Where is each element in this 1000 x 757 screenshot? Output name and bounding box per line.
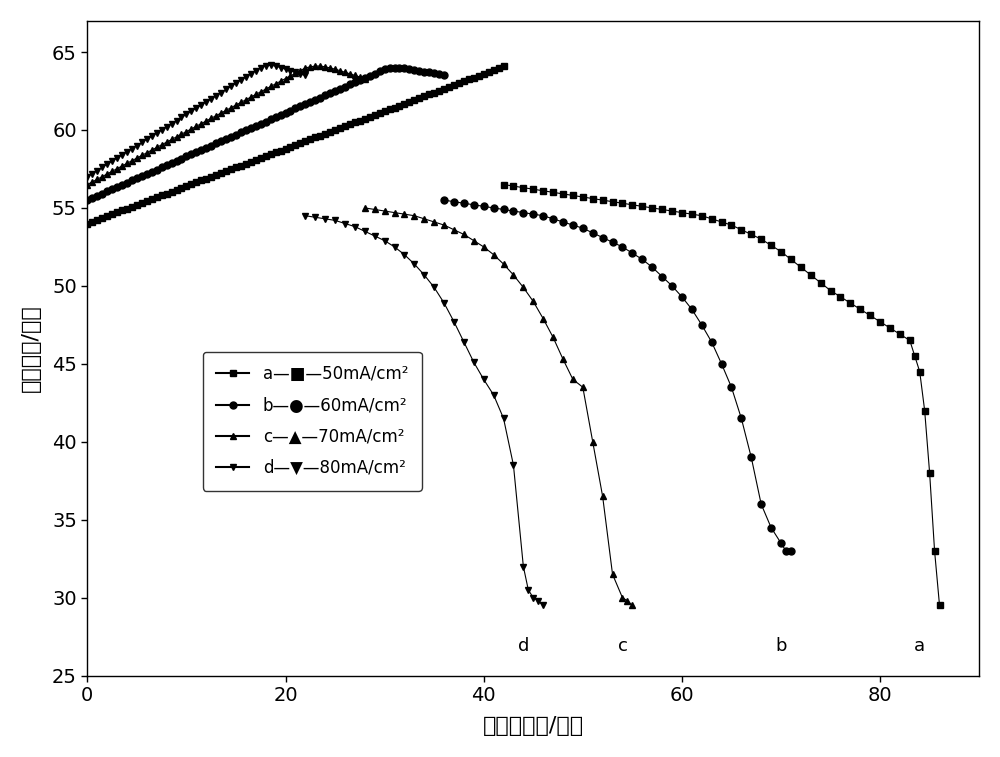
Text: d: d <box>518 637 529 655</box>
Legend: a—■—50mA/cm², b—●—60mA/cm², c—▲—70mA/cm², d—▼—80mA/cm²: a—■—50mA/cm², b—●—60mA/cm², c—▲—70mA/cm²… <box>203 352 422 491</box>
X-axis label: 充放电时间/分钟: 充放电时间/分钟 <box>483 716 584 736</box>
Text: b: b <box>775 637 787 655</box>
Text: c: c <box>618 637 627 655</box>
Y-axis label: 电堆电压/伏特: 电堆电压/伏特 <box>21 304 41 392</box>
Text: a: a <box>914 637 925 655</box>
